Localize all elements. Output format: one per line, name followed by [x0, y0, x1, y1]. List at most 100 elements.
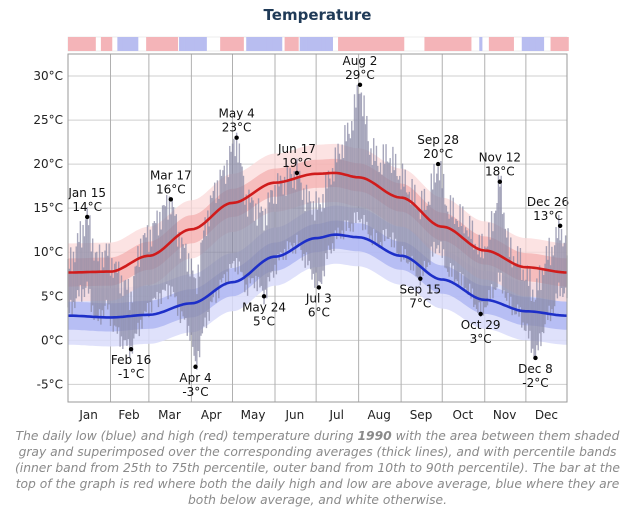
- anomaly-bar-segment: [444, 37, 447, 51]
- daily-bar: [130, 291, 132, 347]
- daily-bar: [525, 279, 527, 332]
- annotation-marker: [261, 294, 267, 299]
- anomaly-bar-segment: [190, 37, 192, 51]
- anomaly-bar-segment: [91, 37, 94, 51]
- anomaly-bar-segment: [553, 37, 556, 51]
- anomaly-bar-segment: [68, 37, 70, 51]
- anomaly-bar-segment: [318, 37, 321, 51]
- x-tick-label: May: [241, 408, 266, 422]
- daily-bar: [253, 220, 256, 289]
- x-tick-label: Aug: [367, 408, 390, 422]
- y-tick-label: 5°C: [41, 289, 63, 303]
- daily-bar: [341, 144, 343, 231]
- daily-bar: [157, 235, 160, 308]
- daily-bar: [441, 188, 443, 258]
- x-tick-label: Apr: [201, 408, 222, 422]
- daily-bar: [93, 260, 95, 320]
- anomaly-bar-segment: [92, 37, 95, 51]
- anomaly-bar-segment: [557, 37, 560, 51]
- daily-bar: [304, 211, 306, 268]
- daily-bar: [68, 268, 71, 313]
- anomaly-bar-segment: [85, 37, 88, 51]
- annotation-date: Apr 4: [179, 371, 211, 385]
- daily-bar: [436, 173, 438, 249]
- daily-bar: [532, 289, 534, 349]
- anomaly-bar-segment: [279, 37, 281, 51]
- anomaly-bar-segment: [370, 37, 373, 51]
- daily-bar: [285, 195, 287, 260]
- daily-bar: [357, 93, 360, 220]
- anomaly-bar-segment: [88, 37, 91, 51]
- daily-bar: [89, 215, 91, 289]
- anomaly-bar-segment: [353, 37, 355, 51]
- anomaly-bar-segment: [247, 37, 250, 51]
- daily-bar: [107, 255, 109, 310]
- daily-bar: [490, 211, 493, 285]
- anomaly-bar-segment: [355, 37, 358, 51]
- anomaly-bar-segment: [327, 37, 329, 51]
- anomaly-bar-segment: [106, 37, 109, 51]
- daily-bar: [460, 226, 463, 286]
- daily-bar: [316, 209, 319, 287]
- daily-bar: [279, 175, 282, 253]
- daily-bar: [383, 163, 386, 242]
- anomaly-bar-segment: [255, 37, 258, 51]
- daily-bar: [548, 237, 550, 306]
- anomaly-bar-segment: [299, 37, 302, 51]
- anomaly-bar-segment: [479, 37, 482, 51]
- anomaly-bar-segment: [188, 37, 191, 51]
- anomaly-bar-segment: [294, 37, 296, 51]
- daily-bar: [349, 138, 352, 232]
- annotation-value: 7°C: [409, 297, 431, 311]
- daily-bar: [479, 257, 482, 317]
- anomaly-bar-segment: [381, 37, 384, 51]
- daily-bar: [470, 238, 472, 299]
- daily-bar: [108, 243, 110, 305]
- daily-bar: [319, 204, 321, 283]
- anomaly-bar-segment: [521, 37, 524, 51]
- caption-year: 1990: [357, 429, 392, 443]
- anomaly-bar-segment: [221, 37, 224, 51]
- daily-bar: [378, 171, 380, 249]
- annotation-value: 13°C: [533, 209, 563, 223]
- anomaly-bar-segment: [357, 37, 360, 51]
- anomaly-bar-segment: [272, 37, 275, 51]
- daily-bar: [463, 233, 465, 291]
- daily-bar: [219, 169, 221, 280]
- anomaly-bar-segment: [554, 37, 557, 51]
- daily-bar: [233, 138, 235, 261]
- anomaly-bar-segment: [565, 37, 568, 51]
- anomaly-bar-segment: [103, 37, 106, 51]
- anomaly-bar-segment: [168, 37, 170, 51]
- anomaly-bar-segment: [540, 37, 543, 51]
- daily-bar: [503, 212, 505, 291]
- daily-bar: [455, 219, 457, 280]
- anomaly-bar-segment: [269, 37, 272, 51]
- anomaly-bar-segment: [329, 37, 332, 51]
- daily-bar: [367, 141, 369, 235]
- anomaly-bar-segment: [376, 37, 379, 51]
- x-tick-label: Feb: [118, 408, 139, 422]
- anomaly-bar-segment: [425, 37, 428, 51]
- daily-bar: [90, 251, 93, 312]
- anomaly-bar-segment: [401, 37, 403, 51]
- daily-bar: [207, 210, 209, 313]
- daily-bar: [170, 214, 172, 297]
- anomaly-bar-segment: [303, 37, 306, 51]
- anomaly-bar-segment: [157, 37, 159, 51]
- daily-bar: [294, 189, 297, 254]
- anomaly-bar-segment: [225, 37, 228, 51]
- anomaly-bar-segment: [529, 37, 532, 51]
- daily-bar: [156, 210, 158, 292]
- daily-bar: [462, 206, 464, 275]
- chart-caption: The daily low (blue) and high (red) temp…: [8, 428, 627, 508]
- anomaly-bar-segment: [531, 37, 534, 51]
- daily-bar: [340, 159, 342, 239]
- daily-bar: [468, 215, 471, 284]
- daily-bar: [167, 219, 169, 300]
- daily-bar: [290, 174, 293, 246]
- daily-bar: [430, 173, 432, 247]
- daily-bar: [96, 251, 98, 318]
